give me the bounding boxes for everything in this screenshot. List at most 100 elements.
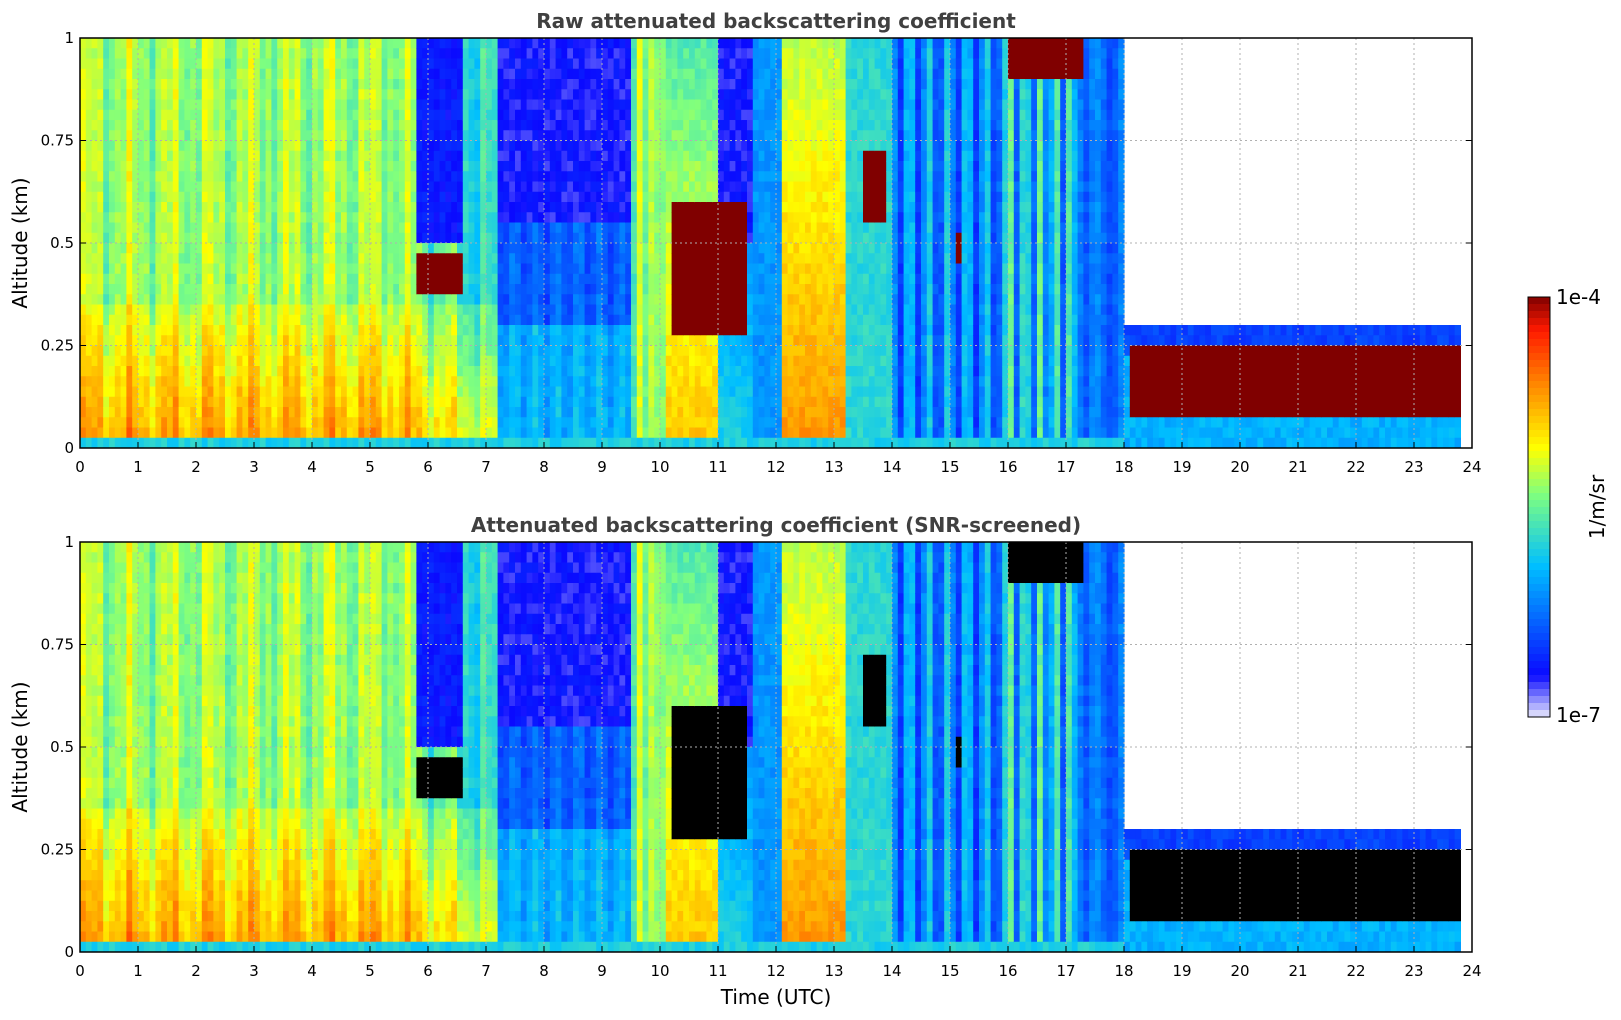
heatmap-cell — [242, 376, 249, 388]
heatmap-cell — [219, 396, 226, 408]
heatmap-cell — [799, 212, 806, 224]
heatmap-cell — [787, 304, 794, 316]
heatmap-cell — [375, 253, 383, 265]
heatmap-cell — [387, 335, 394, 347]
heatmap-cell — [555, 232, 562, 244]
heatmap-cell — [97, 325, 104, 336]
heatmap-cell — [747, 79, 754, 90]
heatmap-cell — [213, 284, 220, 295]
heatmap-cell — [631, 243, 638, 254]
heatmap-cell — [573, 325, 580, 336]
heatmap-cell — [346, 386, 354, 398]
heatmap-cell — [288, 243, 296, 254]
heatmap-cell — [671, 222, 678, 234]
heatmap-cell — [468, 325, 475, 336]
heatmap-cell — [439, 376, 446, 388]
heatmap-cell — [683, 437, 690, 448]
heatmap-cell — [665, 99, 673, 111]
heatmap-cell — [190, 140, 197, 152]
heatmap-cell — [718, 335, 725, 347]
heatmap-cell — [271, 120, 278, 131]
heatmap-cell — [735, 366, 742, 377]
heatmap-cell — [126, 386, 133, 398]
heatmap-cell — [213, 232, 220, 244]
heatmap-cell — [155, 109, 162, 121]
heatmap-cell — [370, 58, 377, 70]
heatmap-cell — [277, 304, 284, 316]
heatmap-cell — [480, 222, 487, 234]
heatmap-cell — [190, 366, 197, 377]
heatmap-cell — [265, 181, 272, 193]
heatmap-cell — [752, 99, 760, 111]
heatmap-cell — [155, 437, 162, 448]
heatmap-cell — [132, 345, 139, 357]
heatmap-cell — [468, 150, 475, 162]
heatmap-cell — [126, 222, 133, 234]
heatmap-cell — [132, 58, 139, 70]
heatmap-cell — [729, 386, 736, 398]
heatmap-cell — [741, 437, 748, 448]
heatmap-cell — [364, 79, 371, 90]
heatmap-cell — [254, 38, 261, 49]
heatmap-cell — [770, 263, 777, 275]
heatmap-cell — [503, 427, 510, 439]
heatmap-cell — [683, 407, 690, 418]
heatmap-cell — [120, 345, 127, 357]
heatmap-cell — [613, 407, 620, 418]
heatmap-cell — [190, 109, 197, 121]
heatmap-cell — [428, 243, 435, 254]
heatmap-cell — [346, 314, 354, 326]
heatmap-cell — [451, 335, 458, 347]
heatmap-cell — [729, 396, 736, 408]
heatmap-cell — [126, 48, 133, 60]
heatmap-cell — [607, 171, 615, 183]
heatmap-cell — [758, 232, 765, 244]
heatmap-cell — [787, 396, 794, 408]
heatmap-cell — [538, 335, 545, 347]
heatmap-cell — [433, 120, 441, 131]
heatmap-cell — [648, 407, 655, 418]
heatmap-cell — [248, 253, 255, 265]
heatmap-cell — [712, 273, 719, 285]
heatmap-cell — [729, 222, 736, 234]
heatmap-cell — [323, 263, 330, 275]
heatmap-cell — [155, 284, 162, 295]
heatmap-cell — [451, 366, 458, 377]
heatmap-cell — [462, 314, 470, 326]
heatmap-cell — [636, 212, 644, 224]
heatmap-cell — [329, 427, 336, 439]
heatmap-cell — [747, 376, 754, 388]
heatmap-cell — [248, 202, 255, 213]
heatmap-cell — [213, 396, 220, 408]
heatmap-cell — [120, 38, 127, 49]
heatmap-cell — [393, 284, 400, 295]
heatmap-cell — [213, 58, 220, 70]
heatmap-cell — [619, 253, 626, 265]
heatmap-cell — [631, 376, 638, 388]
heatmap-cell — [375, 376, 383, 388]
heatmap-cell — [665, 294, 673, 306]
heatmap-cell — [584, 171, 591, 183]
heatmap-cell — [683, 161, 690, 172]
heatmap-cell — [294, 202, 301, 213]
heatmap-cell — [532, 355, 539, 367]
heatmap-cell — [149, 48, 156, 60]
heatmap-cell — [474, 376, 481, 388]
heatmap-cell — [799, 89, 806, 101]
heatmap-cell — [80, 355, 87, 367]
heatmap-cell — [613, 150, 620, 162]
heatmap-cell — [283, 253, 290, 265]
heatmap-cell — [381, 355, 388, 367]
heatmap-cell — [538, 437, 545, 448]
heatmap-cell — [607, 243, 615, 254]
heatmap-cell — [625, 222, 632, 234]
heatmap-cell — [683, 314, 690, 326]
heatmap-cell — [109, 38, 116, 49]
heatmap-cell — [213, 150, 220, 162]
heatmap-cell — [178, 243, 185, 254]
heatmap-cell — [776, 68, 783, 80]
heatmap-cell — [607, 376, 615, 388]
heatmap-cell — [346, 417, 354, 429]
heatmap-cell — [85, 48, 93, 60]
heatmap-cell — [549, 407, 557, 418]
